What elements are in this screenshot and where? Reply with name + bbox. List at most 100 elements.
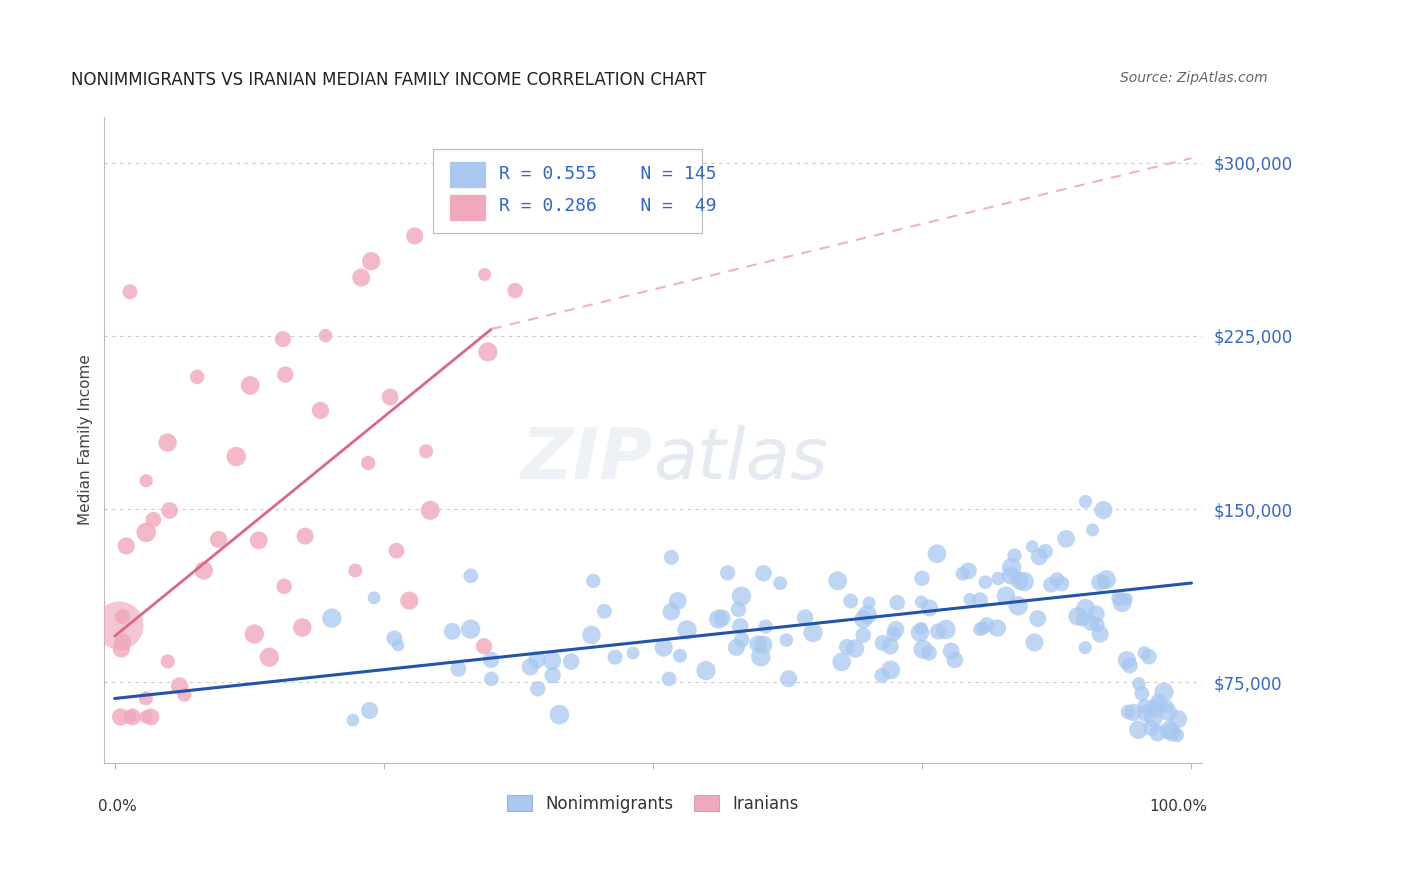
Point	[135, 710, 157, 724]
Point	[844, 641, 866, 656]
Point	[271, 332, 294, 346]
Point	[1118, 658, 1140, 673]
Point	[460, 569, 482, 583]
Point	[207, 533, 229, 547]
Point	[749, 649, 772, 664]
Point	[801, 625, 824, 640]
Point	[169, 679, 191, 693]
Point	[1135, 706, 1157, 721]
Point	[247, 533, 270, 548]
Point	[1004, 549, 1026, 563]
Point	[969, 622, 991, 636]
Point	[1142, 710, 1164, 724]
Point	[1115, 591, 1137, 606]
Point	[910, 622, 932, 636]
Point	[273, 579, 295, 593]
Point	[927, 624, 949, 639]
Point	[957, 564, 980, 578]
Point	[1157, 706, 1180, 720]
Point	[1074, 601, 1097, 615]
Point	[159, 503, 181, 517]
Point	[769, 576, 792, 591]
Point	[872, 636, 894, 650]
Point	[382, 632, 405, 646]
Point	[118, 285, 141, 299]
Point	[156, 435, 179, 450]
Point	[969, 593, 991, 607]
Point	[880, 663, 903, 677]
Point	[747, 637, 769, 651]
Point	[908, 625, 931, 640]
Point	[730, 589, 752, 603]
Point	[778, 672, 800, 686]
Point	[314, 328, 336, 343]
Point	[1137, 649, 1160, 664]
Point	[1074, 494, 1097, 508]
Point	[676, 623, 699, 637]
Point	[1092, 575, 1115, 590]
Point	[986, 621, 1008, 635]
Point	[135, 474, 157, 488]
Point	[1008, 574, 1031, 588]
Point	[115, 539, 138, 553]
Point	[239, 378, 262, 392]
Point	[441, 624, 464, 639]
Point	[987, 572, 1010, 586]
Text: NONIMMIGRANTS VS IRANIAN MEDIAN FAMILY INCOME CORRELATION CHART: NONIMMIGRANTS VS IRANIAN MEDIAN FAMILY I…	[70, 71, 706, 89]
Point	[274, 368, 297, 382]
Point	[752, 638, 775, 652]
Point	[879, 639, 901, 653]
Point	[593, 604, 616, 618]
Point	[1130, 686, 1153, 700]
Point	[661, 550, 683, 565]
Point	[1066, 609, 1088, 624]
Point	[1144, 700, 1167, 714]
Point	[974, 575, 997, 590]
Point	[135, 691, 157, 706]
Point	[387, 638, 409, 652]
Point	[827, 574, 849, 588]
Point	[118, 710, 141, 724]
Point	[910, 595, 932, 609]
Point	[883, 627, 905, 641]
Point	[707, 612, 730, 626]
Point	[259, 650, 281, 665]
Point	[1166, 728, 1188, 742]
Point	[794, 610, 817, 624]
Point	[1092, 503, 1115, 517]
Point	[443, 213, 465, 227]
FancyBboxPatch shape	[449, 161, 486, 188]
Point	[1074, 640, 1097, 655]
Point	[378, 390, 401, 404]
Point	[581, 628, 603, 642]
Point	[1040, 578, 1063, 592]
Point	[725, 640, 748, 655]
Point	[839, 594, 862, 608]
Point	[186, 369, 208, 384]
Point	[472, 639, 495, 653]
Point	[385, 543, 408, 558]
Point	[943, 653, 966, 667]
Point	[121, 710, 143, 724]
Point	[1147, 695, 1170, 709]
Point	[110, 710, 132, 724]
Point	[519, 660, 541, 674]
Point	[1088, 627, 1111, 641]
FancyBboxPatch shape	[449, 194, 486, 220]
Point	[711, 611, 734, 625]
Point	[1012, 574, 1035, 589]
Point	[911, 571, 934, 585]
Point	[350, 270, 373, 285]
Point	[225, 450, 247, 464]
Point	[360, 254, 382, 268]
Point	[1116, 705, 1139, 719]
Point	[309, 403, 332, 417]
Point	[658, 672, 681, 686]
Point	[447, 662, 470, 676]
Point	[1140, 721, 1163, 735]
Text: R = 0.286    N =  49: R = 0.286 N = 49	[499, 197, 717, 216]
Point	[603, 650, 626, 665]
Point	[1128, 723, 1150, 737]
Point	[731, 632, 754, 647]
Point	[111, 635, 134, 649]
